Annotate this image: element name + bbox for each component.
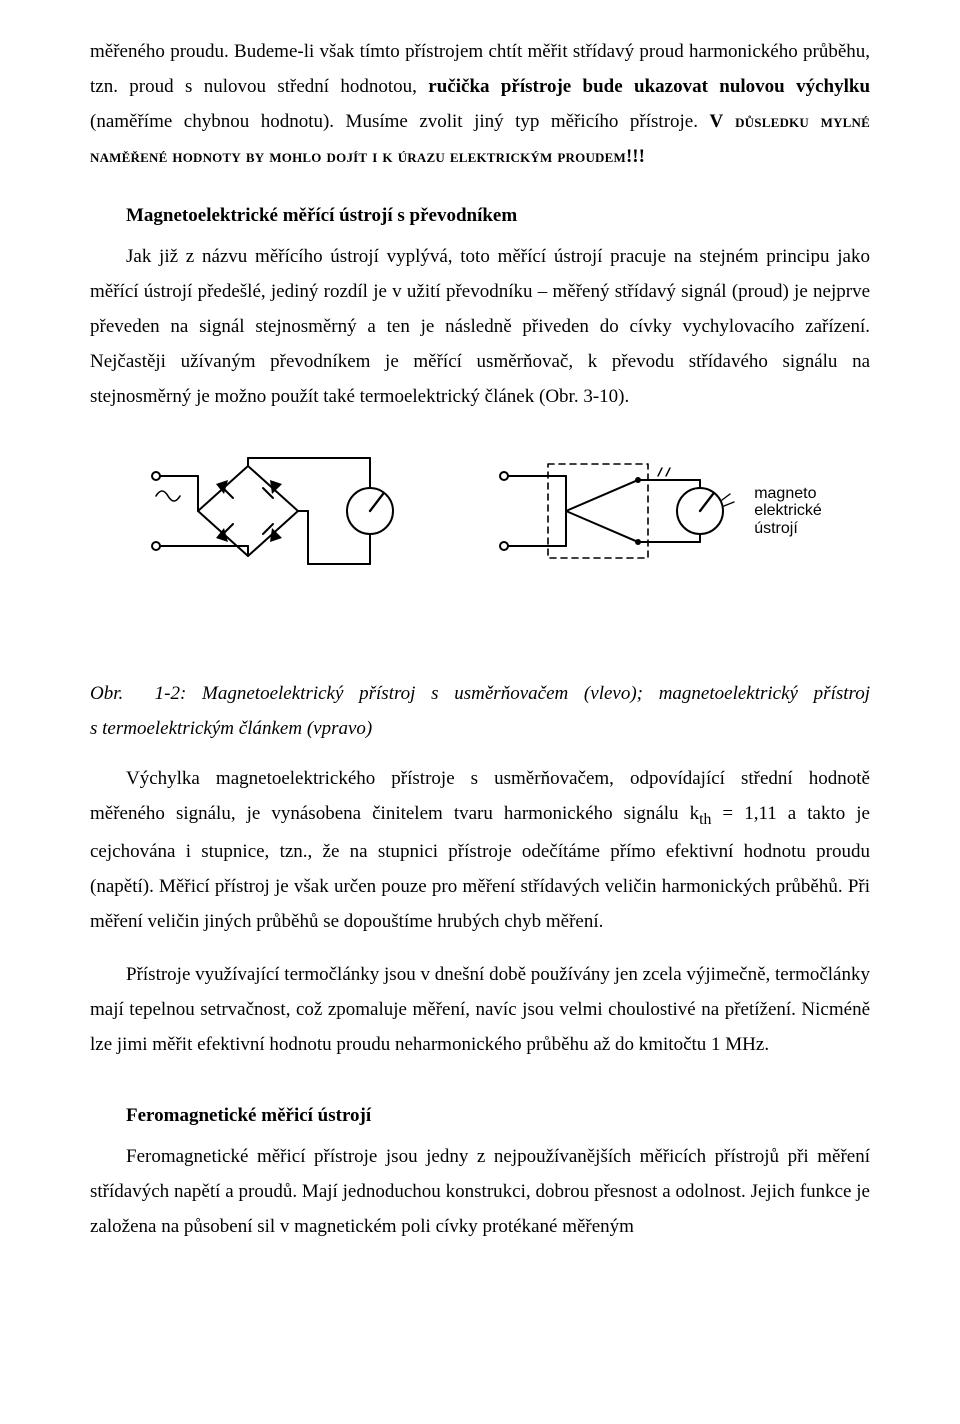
paragraph-2: Jak již z názvu měřícího ústrojí vyplývá… [90,239,870,415]
paragraph-1: měřeného proudu. Budeme-li však tímto př… [90,34,870,175]
figure-caption: Obr. 1-2: Magnetoelektrický přístroj s u… [90,676,870,746]
fig-label-l3: ústrojí [754,520,798,537]
p1-text-c: (naměříme chybnou hodnotu). Musíme zvoli… [90,111,709,132]
figure-right-label: magneto elektrické ústrojí [754,485,822,538]
fig-label-l2: elektrické [754,502,822,519]
fig-label-l1: magneto [754,485,816,502]
p4-text: Přístroje využívající termočlánky jsou v… [90,964,870,1055]
p3-sub: th [699,810,711,827]
figure-right-wrap: magneto elektrické ústrojí [488,436,822,586]
p2-text: Jak již z názvu měřícího ústrojí vyplývá… [90,246,870,408]
p1-text-e: !!! [626,146,645,167]
paragraph-3: Výchylka magnetoelektrického přístroje s… [90,761,870,940]
figure-row: magneto elektrické ústrojí [90,436,870,586]
paragraph-5: Feromagnetické měřicí přístroje jsou jed… [90,1139,870,1244]
paragraph-4: Přístroje využívající termočlánky jsou v… [90,957,870,1062]
caption-text: Obr. 1-2: Magnetoelektrický přístroj s u… [90,683,870,739]
p5-text: Feromagnetické měřicí přístroje jsou jed… [90,1146,870,1237]
subheading-magnetoelektricke: Magnetoelektrické měřící ústrojí s převo… [90,205,870,227]
subheading-1-text: Magnetoelektrické měřící ústrojí s převo… [126,205,517,226]
figure-left-rectifier [138,436,418,586]
figure-right-thermocouple [488,436,748,586]
p1-text-b: ručička přístroje bude ukazovat nulovou … [428,76,870,97]
subheading-feromagneticke: Feromagnetické měřicí ústrojí [90,1105,870,1127]
subheading-2-text: Feromagnetické měřicí ústrojí [126,1105,371,1126]
page: měřeného proudu. Budeme-li však tímto př… [0,0,960,1424]
